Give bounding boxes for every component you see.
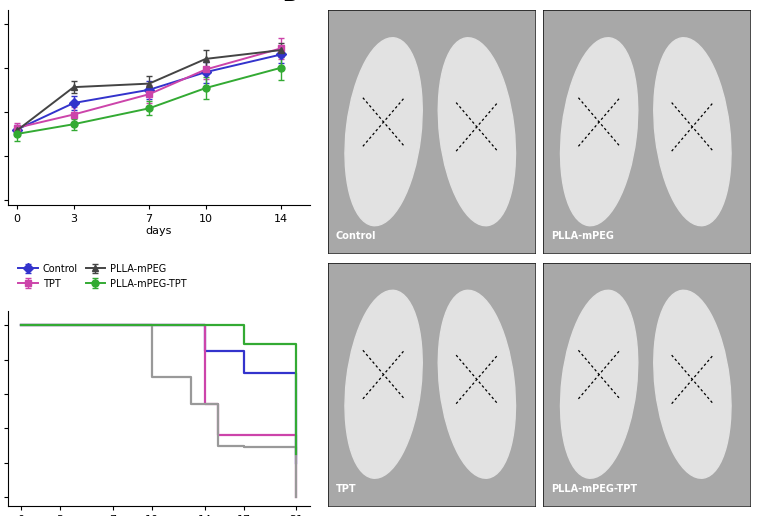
PLLA-mPEG-TPT: [240, 322, 249, 328]
Text: TPT: TPT: [336, 483, 356, 493]
PLLA-mPEG: [240, 442, 249, 448]
PLLA-mPEG: [16, 322, 25, 328]
Ellipse shape: [438, 291, 515, 478]
Control: [240, 370, 249, 376]
TPT: [200, 401, 209, 407]
TPT: [213, 401, 222, 407]
TPT: [200, 322, 209, 328]
Text: PLLA-mPEG: PLLA-mPEG: [552, 231, 614, 241]
Line: PLLA-mPEG: PLLA-mPEG: [20, 325, 296, 497]
Ellipse shape: [654, 38, 731, 225]
PLLA-mPEG-TPT: [16, 322, 25, 328]
Ellipse shape: [560, 38, 637, 225]
Control: [292, 460, 301, 466]
TPT: [16, 322, 25, 328]
Control: [200, 348, 209, 354]
TPT: [292, 494, 301, 500]
Ellipse shape: [438, 38, 515, 225]
Ellipse shape: [654, 291, 731, 478]
PLLA-mPEG: [213, 401, 222, 407]
Line: Control: Control: [20, 325, 296, 463]
TPT: [265, 432, 274, 438]
Ellipse shape: [345, 38, 422, 225]
Control: [240, 348, 249, 354]
PLLA-mPEG: [186, 374, 196, 380]
PLLA-mPEG: [186, 401, 196, 407]
TPT: [240, 432, 249, 438]
Text: B: B: [282, 0, 297, 5]
Line: PLLA-mPEG-TPT: PLLA-mPEG-TPT: [20, 325, 296, 454]
X-axis label: days: days: [146, 227, 172, 236]
PLLA-mPEG: [148, 374, 157, 380]
PLLA-mPEG-TPT: [292, 451, 301, 457]
TPT: [265, 432, 274, 438]
PLLA-mPEG: [292, 444, 301, 450]
PLLA-mPEG-TPT: [240, 341, 249, 347]
Text: PLLA-mPEG-TPT: PLLA-mPEG-TPT: [552, 483, 637, 493]
TPT: [240, 432, 249, 438]
TPT: [213, 432, 222, 438]
Control: [200, 322, 209, 328]
PLLA-mPEG-TPT: [292, 341, 301, 347]
PLLA-mPEG: [240, 444, 249, 450]
Line: TPT: TPT: [20, 325, 296, 497]
Control: [292, 370, 301, 376]
Legend: Control, TPT, PLLA-mPEG, PLLA-mPEG-TPT: Control, TPT, PLLA-mPEG, PLLA-mPEG-TPT: [18, 264, 186, 288]
Control: [16, 322, 25, 328]
Ellipse shape: [560, 291, 637, 478]
TPT: [292, 432, 301, 438]
Text: Control: Control: [336, 231, 377, 241]
PLLA-mPEG: [292, 494, 301, 500]
Ellipse shape: [345, 291, 422, 478]
PLLA-mPEG: [213, 442, 222, 448]
PLLA-mPEG: [148, 322, 157, 328]
